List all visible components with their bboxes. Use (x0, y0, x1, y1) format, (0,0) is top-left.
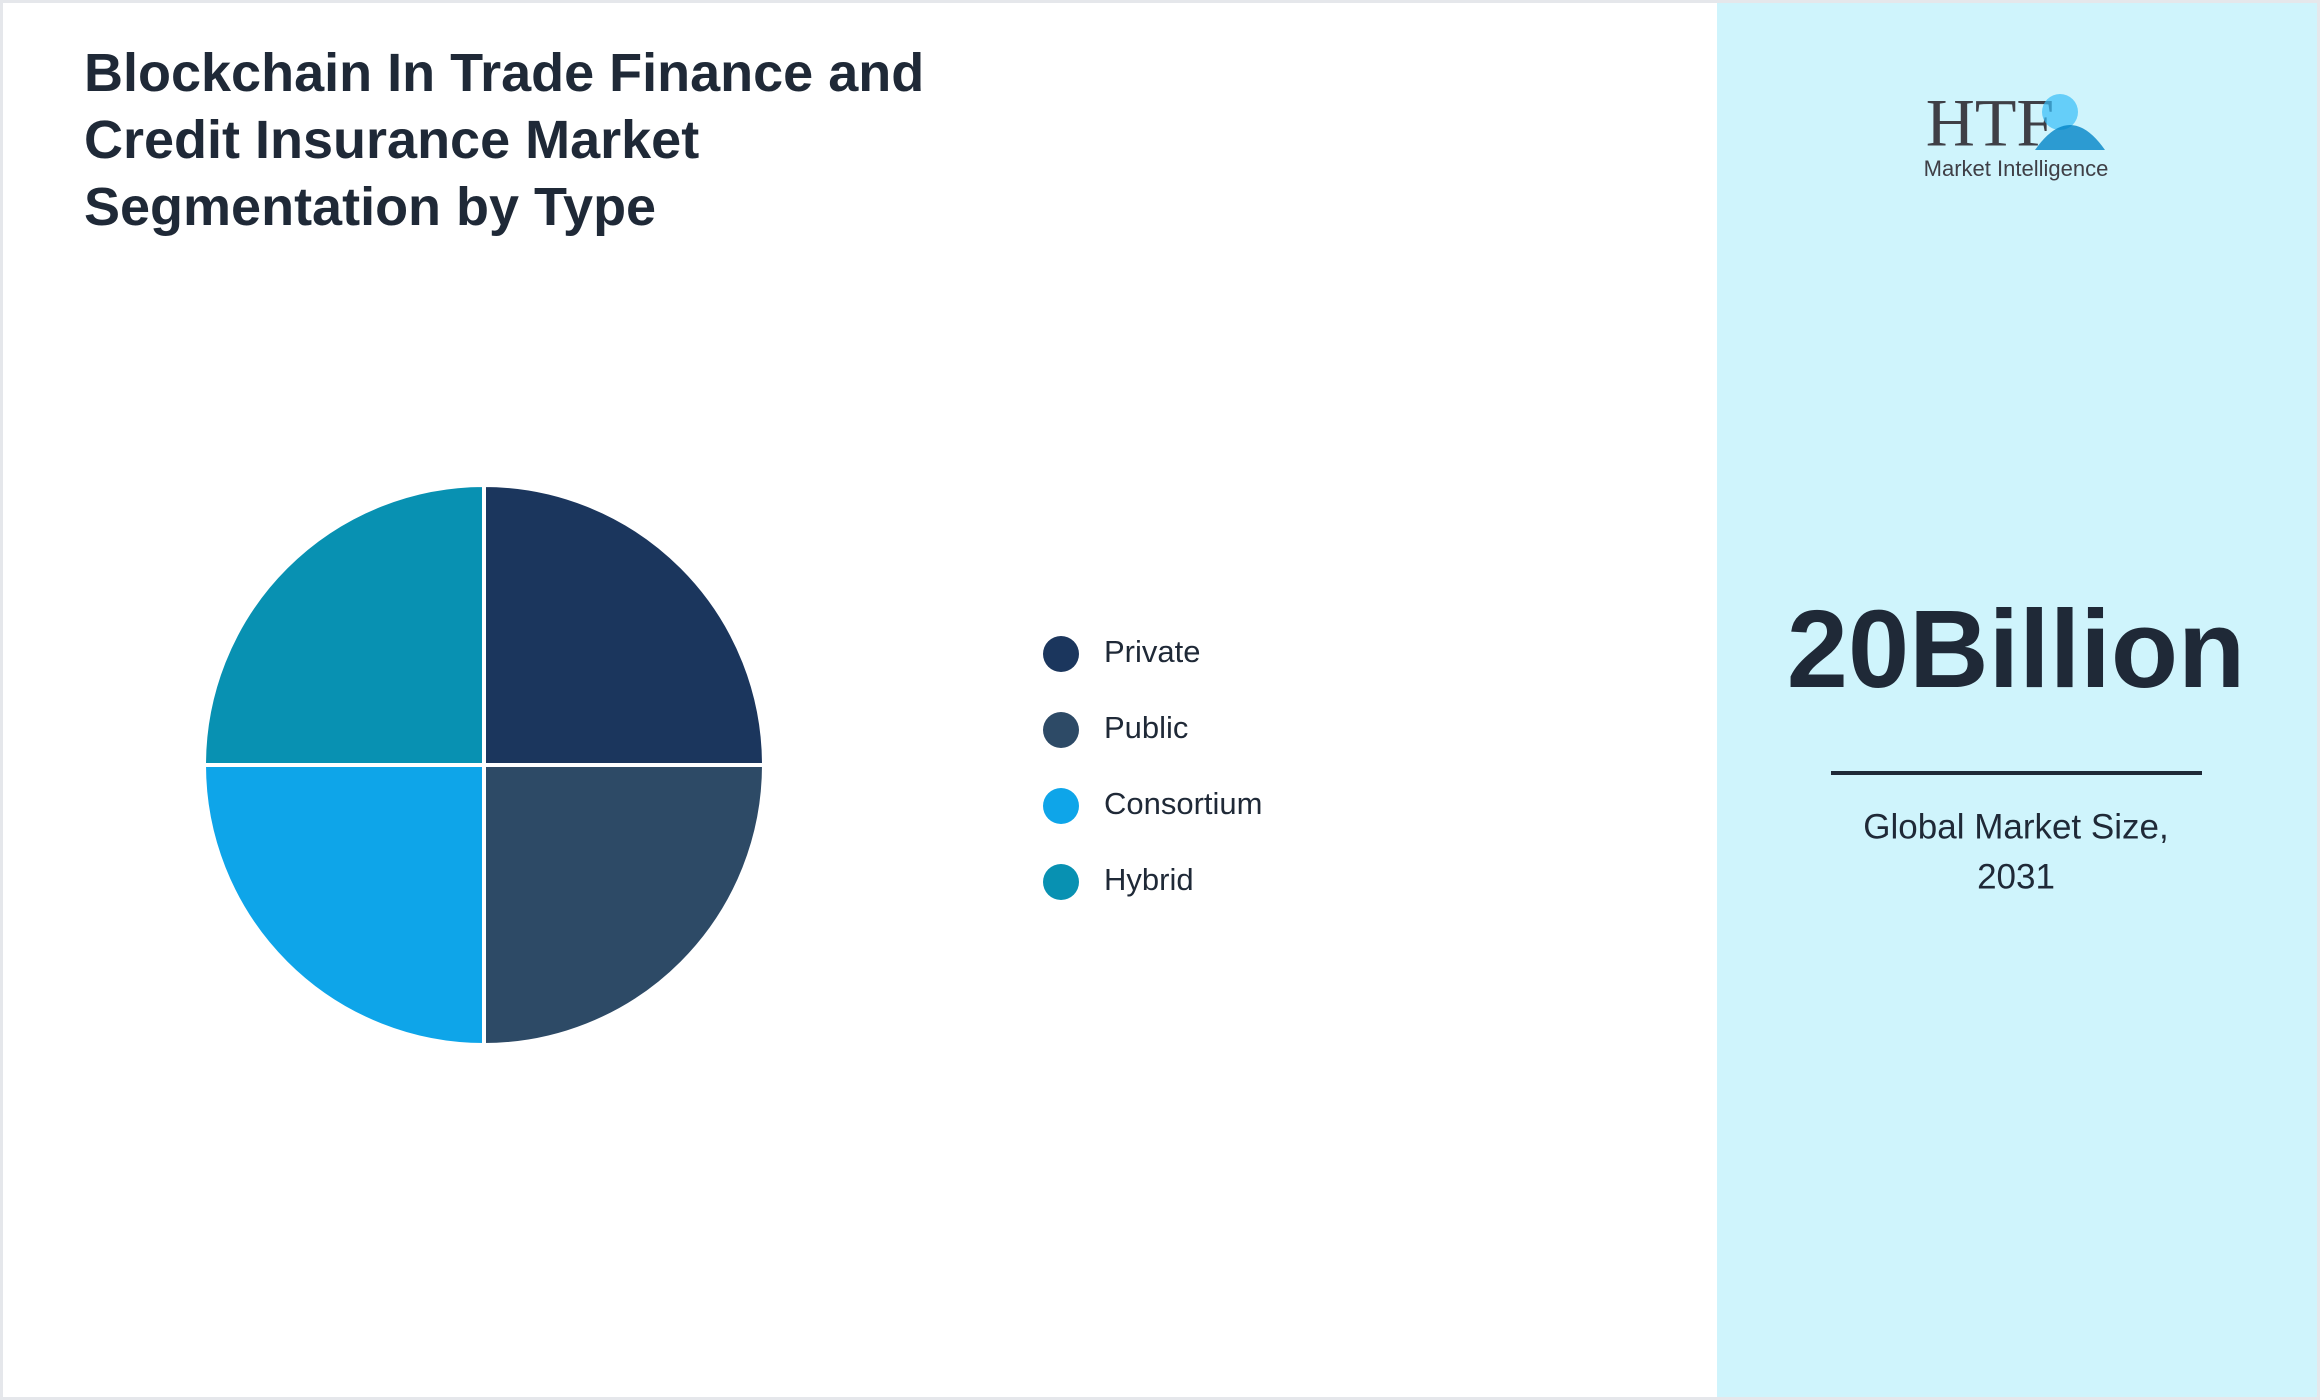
logo: HTF Market Intelligence (1924, 85, 2109, 181)
logo-mark: HTF (1926, 85, 2054, 161)
legend-swatch (1043, 788, 1079, 824)
pie-slice (482, 482, 767, 767)
pie-slice (201, 482, 486, 767)
legend-label: Consortium (1104, 786, 1263, 821)
legend-label: Hybrid (1104, 862, 1194, 897)
pie-slice (201, 763, 486, 1048)
side-panel (1717, 3, 2317, 1397)
chart-title: Blockchain In Trade Finance and Credit I… (84, 43, 925, 237)
legend-swatch (1043, 712, 1079, 748)
logo-text: Market Intelligence (1924, 156, 2109, 181)
logo-icon (2042, 94, 2078, 130)
pie-slice (482, 763, 767, 1048)
market-size: 20Billion (1787, 588, 2245, 711)
logo-icon (2035, 125, 2105, 150)
market-size-caption: Global Market Size, (1863, 807, 2168, 846)
legend-label: Private (1104, 634, 1200, 669)
legend-label: Public (1104, 710, 1188, 745)
legend-swatch (1043, 636, 1079, 672)
legend-swatch (1043, 864, 1079, 900)
market-size-caption: 2031 (1977, 857, 2055, 896)
